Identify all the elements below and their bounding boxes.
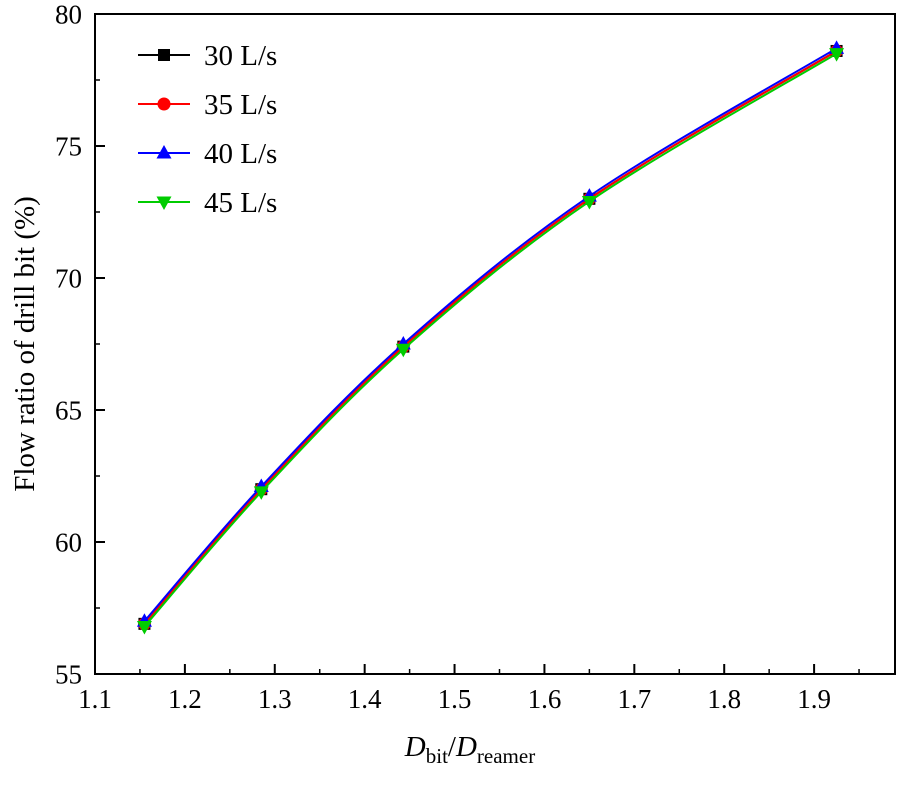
- legend-marker: [157, 97, 171, 111]
- series-line: [143, 52, 838, 628]
- legend-label: 45 L/s: [204, 187, 277, 219]
- legend-item-35-l/s: 35 L/s: [138, 89, 277, 121]
- legend-label: 35 L/s: [204, 89, 277, 121]
- x-tick-label: 1.2: [168, 684, 202, 714]
- x-axis-label-part: /: [448, 731, 457, 763]
- x-tick-label: 1.8: [707, 684, 741, 714]
- x-tick-label: 1.7: [617, 684, 651, 714]
- series-marker: [395, 343, 411, 358]
- series-line: [143, 50, 838, 625]
- y-tick-label: 75: [55, 131, 82, 161]
- legend-item-45-l/s: 45 L/s: [138, 187, 277, 219]
- x-tick-label: 1.1: [78, 684, 112, 714]
- y-tick-label: 70: [55, 263, 82, 293]
- y-tick-label: 60: [55, 527, 82, 557]
- legend-label: 40 L/s: [204, 138, 277, 170]
- legend-item-40-l/s: 40 L/s: [138, 138, 277, 170]
- series-45-l/s: [136, 48, 845, 635]
- legend-item-30-l/s: 30 L/s: [138, 40, 277, 72]
- series-marker: [253, 486, 269, 500]
- x-axis-label-part: D: [404, 731, 426, 763]
- series-line: [143, 47, 838, 622]
- x-tick-label: 1.4: [348, 684, 382, 714]
- series-marker: [136, 620, 152, 635]
- x-tick-label: 1.9: [797, 684, 831, 714]
- x-tick-label: 1.3: [258, 684, 292, 714]
- y-axis-label: Flow ratio of drill bit (%): [9, 196, 41, 492]
- series-35-l/s: [137, 44, 844, 631]
- series-40-l/s: [136, 40, 845, 627]
- y-tick-label: 55: [55, 659, 82, 689]
- x-axis-label-subscript: bit: [426, 744, 448, 768]
- legend-marker: [158, 49, 170, 61]
- x-tick-label: 1.5: [438, 684, 472, 714]
- legend-marker: [156, 196, 172, 210]
- x-axis-label-subscript: reamer: [477, 744, 535, 768]
- legend: 30 L/s 35 L/s 40 L/s 45 L/s: [138, 40, 277, 219]
- series-marker: [829, 48, 845, 62]
- x-axis-label: Dbit/Dreamer: [404, 731, 535, 768]
- legend-label: 30 L/s: [204, 40, 277, 72]
- series-30-l/s: [138, 44, 843, 630]
- legend-marker: [156, 145, 172, 159]
- x-tick-label: 1.6: [528, 684, 562, 714]
- series-line: [143, 50, 838, 625]
- y-tick-label: 80: [55, 0, 82, 29]
- axes: 1.1 1.2 1.3 1.4 1.5 1.6 1.7 1.8 1.9 55 60 65 70 75 80: [55, 0, 860, 714]
- y-tick-label: 65: [55, 395, 82, 425]
- series-marker: [581, 195, 597, 210]
- x-axis-label-part: D: [455, 731, 477, 763]
